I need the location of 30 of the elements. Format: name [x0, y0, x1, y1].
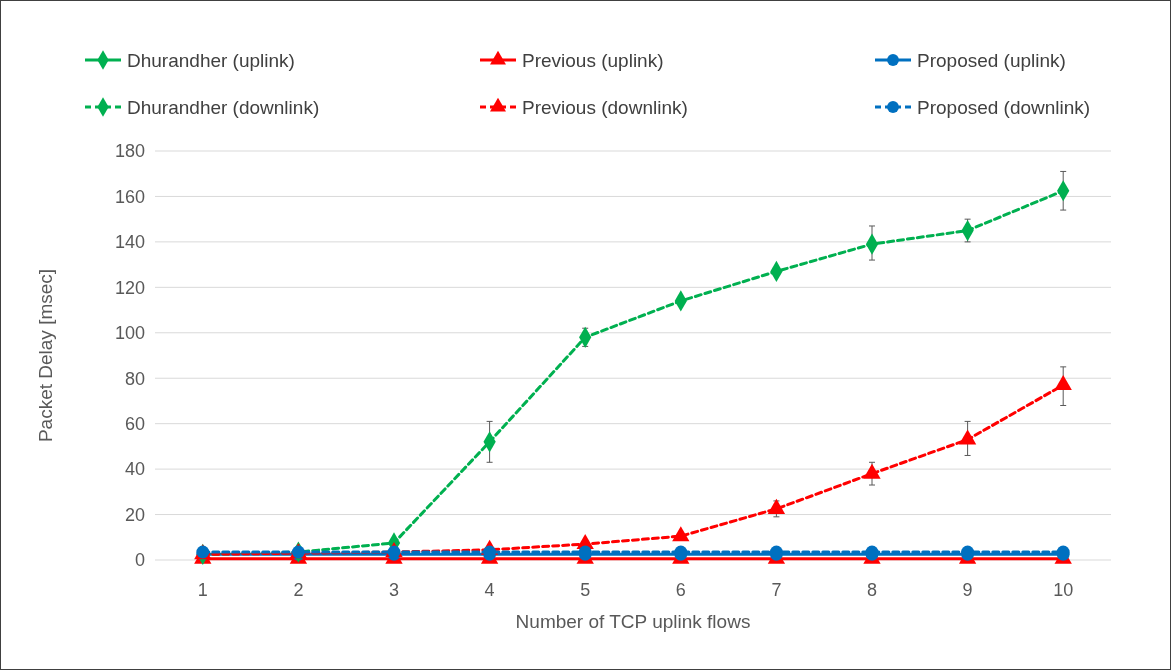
legend-label: Proposed (uplink)	[917, 49, 1066, 71]
x-tick-label: 10	[1053, 580, 1074, 601]
x-tick-label: 8	[866, 580, 878, 601]
point	[1054, 375, 1072, 391]
y-tick-label: 100	[114, 323, 145, 344]
x-tick-label: 9	[962, 580, 973, 601]
legend-label: Previous (uplink)	[522, 49, 664, 71]
y-tick-label: 20	[124, 504, 145, 525]
x-tick-label: 7	[771, 580, 782, 601]
y-tick-label: 80	[124, 368, 145, 389]
y-tick-label: 160	[114, 186, 145, 207]
legend-label: Dhurandher (downlink)	[127, 96, 320, 118]
x-tick-label: 6	[675, 580, 686, 601]
legend-label: Proposed (downlink)	[917, 96, 1091, 118]
y-tick-label: 180	[114, 141, 145, 162]
legend-label: Previous (downlink)	[522, 96, 688, 118]
y-tick-label: 140	[114, 232, 145, 253]
x-tick-label: 2	[293, 580, 304, 601]
x-tick-label: 5	[580, 580, 591, 601]
legend-label: Dhurandher (uplink)	[127, 49, 295, 71]
x-axis-title: Number of TCP uplink flows	[515, 611, 751, 632]
y-tick-label: 40	[124, 459, 145, 480]
point	[672, 526, 690, 542]
x-tick-label: 1	[197, 580, 208, 601]
y-axis-title: Packet Delay [msec]	[35, 268, 56, 443]
x-tick-label: 4	[484, 580, 495, 601]
y-tick-label: 60	[124, 413, 145, 434]
y-tick-label: 0	[134, 550, 145, 571]
y-tick-label: 120	[114, 277, 145, 298]
x-tick-label: 3	[388, 580, 400, 601]
